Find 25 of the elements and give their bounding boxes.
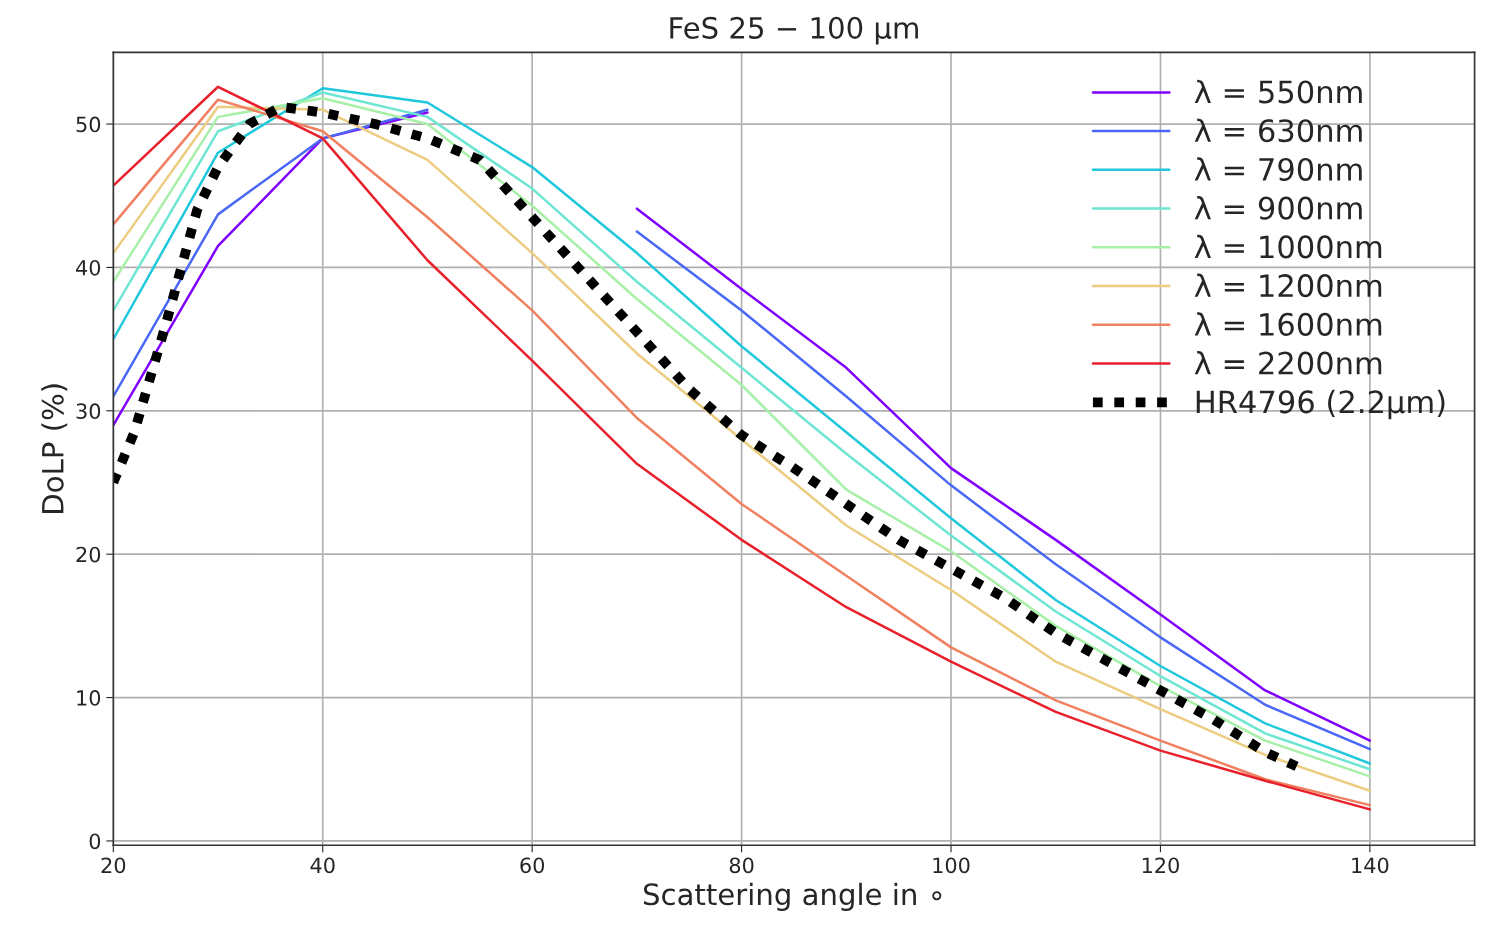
x-tick-label: 40 [310,857,335,874]
y-axis-title: DoLP (%) [41,384,68,513]
y-tick-label: 50 [76,116,101,133]
legend-label: λ = 1000nm [1194,234,1382,259]
y-tick-label: 0 [89,833,101,850]
y-tick-label: 10 [77,690,101,706]
legend-label: λ = 2200nm [1194,351,1382,375]
legend-label: λ = 900nm [1194,196,1362,220]
legend-label: HR4796 (2.2μm) [1196,389,1445,420]
legend-label: λ = 790nm [1194,157,1362,181]
legend-label: λ = 1200nm [1194,273,1382,298]
legend-label: λ = 550nm [1194,79,1362,104]
y-tick-label: 20 [76,546,101,563]
x-tick-label: 120 [1142,857,1179,874]
x-tick-label: 20 [101,857,126,874]
legend-label: λ = 1600nm [1194,312,1382,336]
x-tick-label: 100 [933,857,970,874]
x-tick-label: 80 [729,857,754,874]
chart-title: FeS 25 − 100 μm [670,16,918,45]
y-tick-label: 40 [76,259,101,276]
y-tick-label: 30 [76,403,101,420]
x-tick-label: 60 [520,857,545,874]
legend-label: λ = 630nm [1194,118,1362,143]
x-axis-title: Scattering angle in ∘ [643,882,942,911]
x-tick-label: 140 [1352,857,1389,874]
